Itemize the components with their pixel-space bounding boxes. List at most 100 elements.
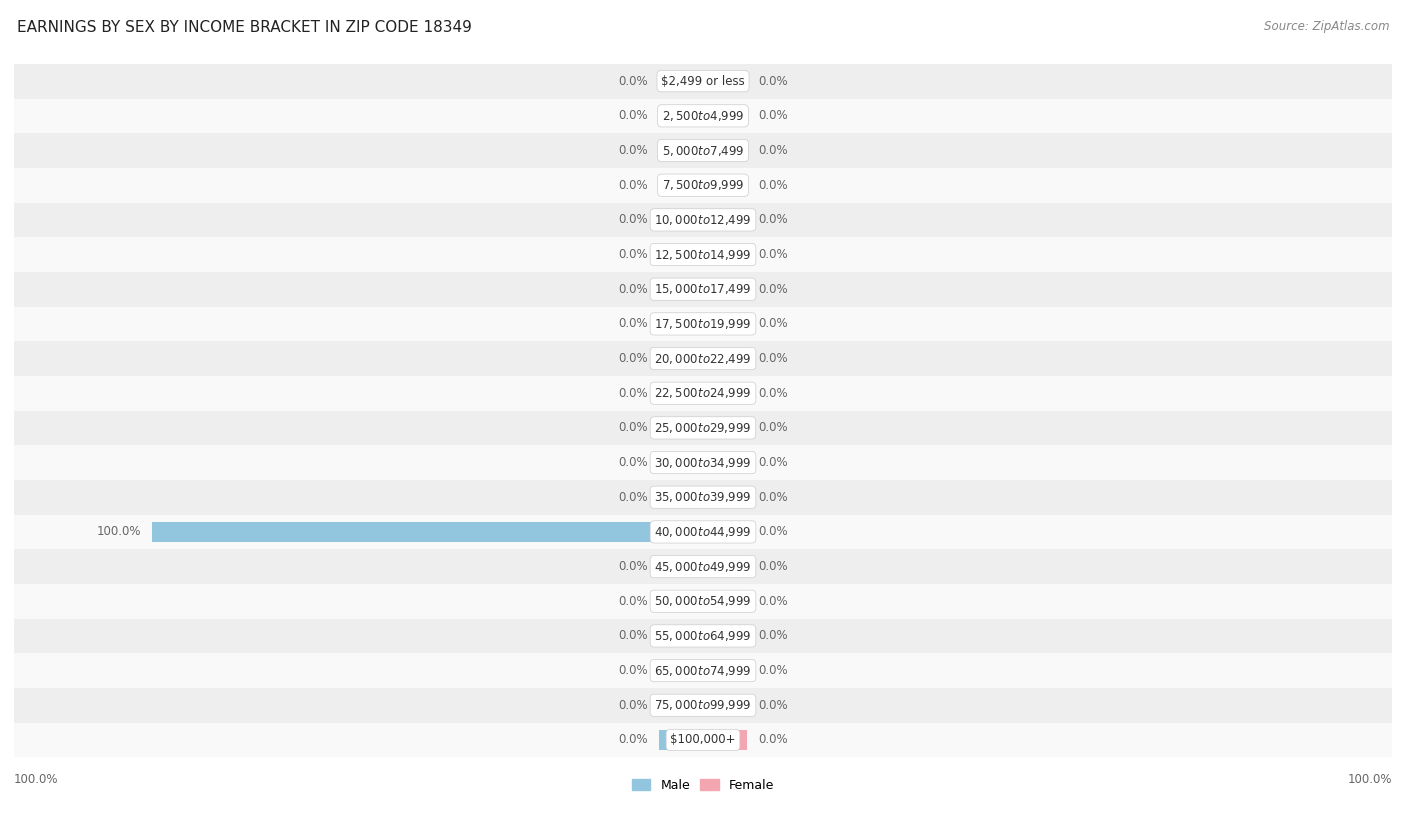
- Bar: [703, 314, 747, 334]
- Text: 100.0%: 100.0%: [14, 773, 59, 786]
- Bar: [659, 141, 703, 161]
- Text: 100.0%: 100.0%: [1347, 773, 1392, 786]
- Bar: [659, 695, 703, 715]
- Bar: [152, 522, 703, 542]
- Bar: [0, 341, 1406, 376]
- Text: 0.0%: 0.0%: [758, 283, 787, 296]
- Bar: [0, 654, 1406, 688]
- Text: 0.0%: 0.0%: [619, 387, 648, 400]
- Bar: [703, 453, 747, 472]
- Text: $25,000 to $29,999: $25,000 to $29,999: [654, 421, 752, 435]
- Text: EARNINGS BY SEX BY INCOME BRACKET IN ZIP CODE 18349: EARNINGS BY SEX BY INCOME BRACKET IN ZIP…: [17, 20, 472, 35]
- Bar: [0, 480, 1406, 515]
- Bar: [703, 210, 747, 230]
- Text: 0.0%: 0.0%: [758, 248, 787, 261]
- Bar: [659, 175, 703, 195]
- Bar: [703, 383, 747, 403]
- Bar: [659, 245, 703, 264]
- Text: Source: ZipAtlas.com: Source: ZipAtlas.com: [1264, 20, 1389, 33]
- Bar: [703, 279, 747, 299]
- Bar: [659, 210, 703, 230]
- Bar: [0, 515, 1406, 550]
- Text: $55,000 to $64,999: $55,000 to $64,999: [654, 629, 752, 643]
- Text: 0.0%: 0.0%: [619, 144, 648, 157]
- Bar: [0, 237, 1406, 272]
- Text: $30,000 to $34,999: $30,000 to $34,999: [654, 455, 752, 470]
- Text: 0.0%: 0.0%: [758, 317, 787, 330]
- Bar: [659, 626, 703, 646]
- Bar: [659, 453, 703, 472]
- Text: 0.0%: 0.0%: [619, 75, 648, 88]
- Text: $100,000+: $100,000+: [671, 733, 735, 746]
- Bar: [659, 730, 703, 750]
- Bar: [703, 71, 747, 91]
- Bar: [659, 557, 703, 576]
- Bar: [703, 626, 747, 646]
- Text: $45,000 to $49,999: $45,000 to $49,999: [654, 559, 752, 574]
- Bar: [703, 106, 747, 126]
- Bar: [659, 71, 703, 91]
- Text: 0.0%: 0.0%: [619, 456, 648, 469]
- Bar: [659, 349, 703, 368]
- Bar: [0, 723, 1406, 757]
- Text: $5,000 to $7,499: $5,000 to $7,499: [662, 144, 744, 158]
- Bar: [0, 584, 1406, 619]
- Text: $2,499 or less: $2,499 or less: [661, 75, 745, 88]
- Text: $10,000 to $12,499: $10,000 to $12,499: [654, 213, 752, 227]
- Bar: [659, 487, 703, 507]
- Text: $65,000 to $74,999: $65,000 to $74,999: [654, 663, 752, 677]
- Text: 0.0%: 0.0%: [758, 560, 787, 573]
- Text: $20,000 to $22,499: $20,000 to $22,499: [654, 351, 752, 366]
- Bar: [0, 307, 1406, 341]
- Bar: [703, 487, 747, 507]
- Text: 0.0%: 0.0%: [619, 317, 648, 330]
- Text: 0.0%: 0.0%: [619, 664, 648, 677]
- Bar: [0, 133, 1406, 167]
- Bar: [703, 349, 747, 368]
- Text: 0.0%: 0.0%: [758, 733, 787, 746]
- Bar: [703, 557, 747, 576]
- Bar: [0, 446, 1406, 480]
- Bar: [0, 550, 1406, 584]
- Bar: [703, 522, 747, 542]
- Text: 0.0%: 0.0%: [758, 491, 787, 504]
- Bar: [659, 106, 703, 126]
- Text: 0.0%: 0.0%: [619, 179, 648, 192]
- Text: $35,000 to $39,999: $35,000 to $39,999: [654, 490, 752, 504]
- Bar: [659, 383, 703, 403]
- Bar: [0, 272, 1406, 307]
- Text: 0.0%: 0.0%: [619, 733, 648, 746]
- Text: 100.0%: 100.0%: [97, 525, 141, 538]
- Bar: [703, 245, 747, 264]
- Text: 0.0%: 0.0%: [758, 699, 787, 711]
- Text: $7,500 to $9,999: $7,500 to $9,999: [662, 178, 744, 192]
- Text: $40,000 to $44,999: $40,000 to $44,999: [654, 525, 752, 539]
- Text: 0.0%: 0.0%: [758, 179, 787, 192]
- Text: 0.0%: 0.0%: [758, 629, 787, 642]
- Text: 0.0%: 0.0%: [758, 144, 787, 157]
- Text: 0.0%: 0.0%: [758, 525, 787, 538]
- Bar: [659, 279, 703, 299]
- Text: 0.0%: 0.0%: [619, 283, 648, 296]
- Text: 0.0%: 0.0%: [619, 213, 648, 226]
- Bar: [659, 591, 703, 611]
- Text: $15,000 to $17,499: $15,000 to $17,499: [654, 282, 752, 296]
- Bar: [703, 418, 747, 438]
- Bar: [703, 141, 747, 161]
- Bar: [659, 660, 703, 680]
- Bar: [0, 376, 1406, 411]
- Bar: [703, 695, 747, 715]
- Bar: [0, 64, 1406, 98]
- Bar: [703, 730, 747, 750]
- Text: 0.0%: 0.0%: [758, 595, 787, 608]
- Legend: Male, Female: Male, Female: [627, 774, 779, 797]
- Bar: [703, 591, 747, 611]
- Text: 0.0%: 0.0%: [758, 75, 787, 88]
- Text: 0.0%: 0.0%: [758, 456, 787, 469]
- Bar: [0, 688, 1406, 723]
- Bar: [0, 167, 1406, 202]
- Text: $17,500 to $19,999: $17,500 to $19,999: [654, 317, 752, 331]
- Bar: [0, 411, 1406, 446]
- Text: 0.0%: 0.0%: [619, 491, 648, 504]
- Text: 0.0%: 0.0%: [619, 560, 648, 573]
